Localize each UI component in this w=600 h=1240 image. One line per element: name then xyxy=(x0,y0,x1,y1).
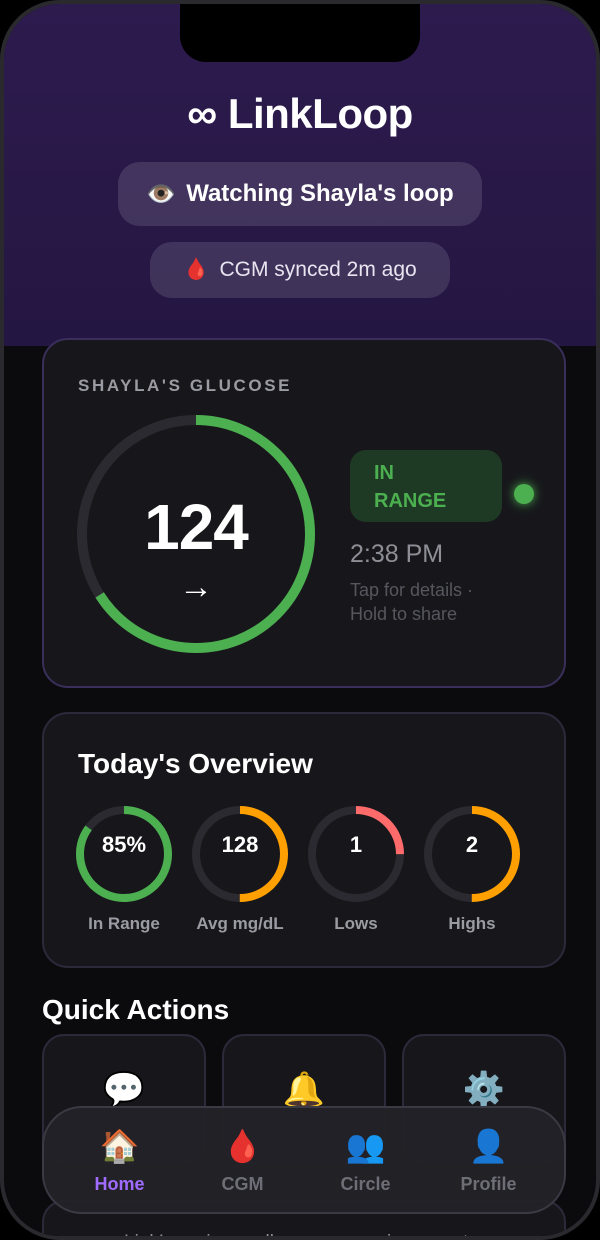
tab-home[interactable]: 🏠 Home xyxy=(65,1126,175,1195)
stat-value: 1 xyxy=(349,832,363,857)
stat-label: In Range xyxy=(88,914,160,933)
stat-ring-progress xyxy=(308,806,404,902)
gear-icon: ⚙️ xyxy=(462,1071,506,1109)
stat-ring xyxy=(76,806,172,902)
reading-time: 2:38 PM xyxy=(350,540,444,568)
stat-ring-progress xyxy=(76,806,172,902)
disclaimer-text: LinkLoop is a wellness companion — not a xyxy=(124,1232,484,1236)
overview-title: Today's Overview xyxy=(78,748,313,779)
overview-stat: 1 Lows xyxy=(296,804,416,934)
stat-ring xyxy=(424,806,520,902)
card-hint: Tap for details · Hold to share xyxy=(350,578,530,626)
stat-label: Avg mg/dL xyxy=(196,914,284,933)
bell-icon: 🔔 xyxy=(282,1071,326,1109)
overview-stat: 128 Avg mg/dL xyxy=(180,804,300,934)
person-icon: 👤 xyxy=(468,1127,509,1164)
chat-bubble-icon: 💬 xyxy=(102,1071,146,1109)
tab-profile[interactable]: 👤 Profile xyxy=(434,1126,544,1195)
house-icon: 🏠 xyxy=(99,1127,140,1164)
overview-stat: 85% In Range xyxy=(64,804,184,934)
tab-circle-label: Circle xyxy=(340,1173,391,1194)
arrow-right-icon: → xyxy=(179,568,213,606)
overview-card: Today's Overview 85% In Range 128 Avg mg/dL… xyxy=(42,712,566,968)
eye-icon: 👁️ xyxy=(146,180,177,208)
stat-value: 128 xyxy=(221,832,259,857)
infinity-icon: ∞ xyxy=(187,90,217,137)
overview-stat: 2 Highs xyxy=(412,804,532,934)
blood-drop-icon: 🩸 xyxy=(222,1127,263,1164)
stat-ring-progress xyxy=(424,806,520,902)
glucose-ring-progress xyxy=(77,415,315,653)
live-indicator-dot xyxy=(514,484,534,504)
tab-circle[interactable]: 👥 Circle xyxy=(311,1126,421,1195)
in-range-badge: IN RANGE xyxy=(350,450,502,522)
stat-label: Highs xyxy=(448,914,496,933)
device-notch xyxy=(180,4,420,62)
glucose-card-title: SHAYLA'S GLUCOSE xyxy=(78,376,293,395)
quick-actions-title: Quick Actions xyxy=(42,994,230,1025)
badge-line-1: IN xyxy=(374,462,394,484)
watching-label: Watching Shayla's loop xyxy=(186,180,454,207)
sync-status-pill: 🩸 CGM synced 2m ago xyxy=(150,242,450,298)
watching-pill[interactable]: 👁️ Watching Shayla's loop xyxy=(118,162,482,226)
hint-line-1: Tap for details · xyxy=(350,580,474,600)
sync-status-label: CGM synced 2m ago xyxy=(219,258,417,281)
stat-ring xyxy=(308,806,404,902)
stat-value: 2 xyxy=(465,832,479,857)
stat-value: 85% xyxy=(101,832,147,857)
hint-line-2: Hold to share xyxy=(350,604,458,624)
bottom-tab-bar: 🏠 Home 🩸 CGM 👥 Circle 👤 Profile xyxy=(42,1106,566,1214)
people-icon: 👥 xyxy=(345,1127,386,1164)
stat-label: Lows xyxy=(334,914,378,933)
app-logo: ∞ LinkLoop xyxy=(4,90,596,138)
blood-drop-icon: 🩸 xyxy=(183,258,210,281)
tab-cgm[interactable]: 🩸 CGM xyxy=(188,1126,298,1195)
stat-ring xyxy=(192,806,288,902)
app-title: LinkLoop xyxy=(227,90,413,137)
stat-ring-progress xyxy=(192,806,288,902)
tab-home-label: Home xyxy=(94,1173,145,1194)
glucose-value: 124 xyxy=(144,491,249,563)
glucose-card[interactable]: SHAYLA'S GLUCOSE 124 → IN RANGE 2:38 PM … xyxy=(42,338,566,688)
glucose-ring xyxy=(77,415,315,653)
badge-line-2: RANGE xyxy=(374,490,447,512)
tab-cgm-label: CGM xyxy=(221,1173,264,1194)
tab-profile-label: Profile xyxy=(460,1173,517,1194)
